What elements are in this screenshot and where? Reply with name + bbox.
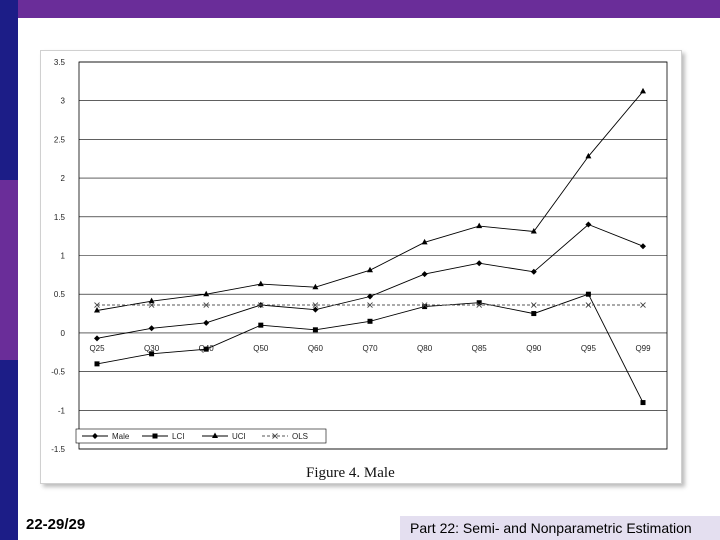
data-point-uci [94, 306, 100, 313]
legend-marker-male [92, 433, 98, 439]
legend [75, 428, 327, 444]
x-tick-label: Q70 [362, 344, 378, 353]
data-point-male [94, 335, 100, 342]
data-point-ols [640, 302, 646, 308]
plot-area [78, 61, 668, 450]
data-point-uci [530, 228, 537, 234]
data-point-uci [585, 152, 592, 159]
x-tick-label: Q80 [417, 344, 433, 353]
y-tick-label: 0.5 [54, 290, 66, 299]
data-point-male [203, 319, 210, 326]
data-point-male [585, 221, 592, 228]
y-tick-label: -1.5 [51, 445, 65, 454]
data-point-ols [585, 302, 592, 308]
footer-title: Part 22: Semi- and Nonparametric Estimat… [410, 520, 692, 536]
left-accent-bar-top [0, 0, 18, 180]
data-point-lci [94, 361, 100, 367]
legend-marker-ols [272, 433, 278, 439]
legend-label-male: Male [112, 432, 130, 441]
data-point-lci [149, 351, 155, 357]
y-tick-label: 1 [61, 252, 66, 261]
data-point-male [530, 268, 537, 275]
y-tick-label: 3 [61, 97, 66, 106]
data-point-ols [312, 302, 319, 308]
data-point-ols [476, 302, 483, 308]
line-chart: 3.532.521.510.50-0.5-1-1.5Q25Q30Q40Q50Q6… [51, 58, 668, 481]
data-point-uci [367, 266, 373, 273]
data-point-uci [148, 297, 155, 304]
data-point-lci [640, 400, 646, 406]
legend-label-ols: OLS [292, 432, 308, 441]
data-point-lci [422, 304, 428, 310]
data-point-lci [203, 346, 209, 352]
data-point-ols [94, 302, 100, 308]
y-tick-label: -1 [58, 406, 66, 415]
y-tick-label: 0 [61, 329, 66, 338]
x-tick-label: Q30 [144, 344, 160, 353]
data-point-ols [421, 302, 428, 308]
x-tick-label: Q50 [253, 344, 269, 353]
legend-marker-lci [152, 433, 158, 439]
x-tick-label: Q25 [89, 344, 105, 353]
data-point-uci [476, 222, 483, 229]
data-point-lci [585, 291, 591, 297]
y-tick-label: 2 [61, 174, 66, 183]
data-point-lci [258, 322, 264, 328]
data-point-uci [421, 238, 428, 245]
x-tick-label: Q60 [308, 344, 324, 353]
data-point-ols [530, 302, 537, 308]
legend-marker-uci [212, 432, 218, 438]
data-point-uci [257, 280, 264, 287]
footer-box: Part 22: Semi- and Nonparametric Estimat… [400, 516, 720, 540]
figure-frame: 3.532.521.510.50-0.5-1-1.5Q25Q30Q40Q50Q6… [40, 50, 682, 484]
data-point-uci [312, 283, 319, 290]
data-point-lci [367, 318, 373, 324]
data-point-uci [203, 290, 210, 297]
top-accent-bar [0, 0, 720, 18]
data-point-male [421, 271, 428, 278]
data-point-male [312, 306, 319, 313]
x-tick-label: Q99 [635, 344, 651, 353]
chart-title: Figure 4. Male [306, 465, 395, 481]
x-tick-label: Q90 [526, 344, 542, 353]
y-tick-label: 2.5 [54, 135, 66, 144]
data-point-male [148, 325, 155, 332]
x-tick-label: Q85 [472, 344, 488, 353]
data-point-male [476, 260, 483, 267]
y-tick-label: 1.5 [54, 213, 66, 222]
data-point-ols [367, 302, 373, 308]
left-accent-bar-bottom [0, 360, 18, 540]
y-tick-label: -0.5 [51, 368, 65, 377]
slide-number: 22-29/29 [26, 516, 86, 533]
data-point-lci [312, 327, 318, 333]
data-point-ols [203, 302, 210, 308]
data-point-ols [148, 302, 155, 308]
data-point-lci [531, 311, 537, 317]
left-accent-bar-middle [0, 180, 18, 360]
data-point-lci [476, 300, 482, 306]
data-point-male [367, 293, 373, 300]
legend-label-uci: UCI [232, 432, 246, 441]
series-line-uci [96, 91, 644, 311]
data-point-uci [640, 87, 646, 94]
data-point-ols [257, 302, 264, 308]
y-tick-label: 3.5 [54, 58, 66, 67]
legend-label-lci: LCI [172, 432, 184, 441]
data-point-male [640, 243, 646, 250]
x-tick-label: Q95 [581, 344, 597, 353]
